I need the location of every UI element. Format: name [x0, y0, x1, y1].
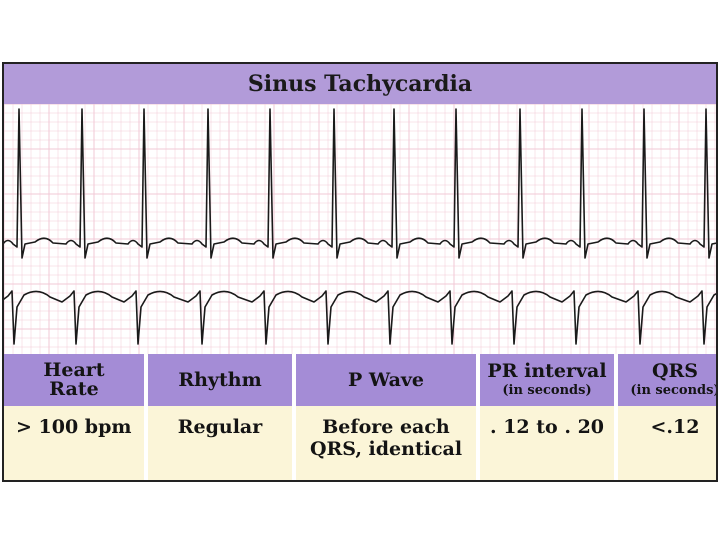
ecg-card: Sinus Tachycardia Heart Rate Rhythm P Wa… [2, 62, 718, 482]
diagram-title: Sinus Tachycardia [247, 71, 473, 97]
value-rhythm: Regular [148, 406, 292, 480]
header-p-wave-label: P Wave [347, 368, 425, 391]
header-rhythm-label: Rhythm [178, 368, 262, 391]
value-pr-interval: . 12 to . 20 [480, 406, 614, 480]
header-heart-rate-label: Heart Rate [43, 359, 105, 400]
value-qrs: <.12 [618, 406, 716, 480]
title-bar: Sinus Tachycardia [4, 64, 716, 104]
criteria-table: Heart Rate Rhythm P Wave PR interval (in… [4, 354, 716, 480]
ecg-grid [4, 104, 716, 354]
header-qrs-label: QRS [651, 360, 699, 382]
header-rhythm: Rhythm [148, 354, 292, 406]
value-p-wave: Before each QRS, identical [296, 406, 476, 480]
ecg-trace-lead-2 [4, 290, 716, 345]
header-pr-interval-label: PR interval [487, 360, 607, 382]
header-qrs: QRS (in seconds) [618, 354, 718, 406]
header-pr-interval-unit: (in seconds) [502, 383, 592, 398]
header-p-wave: P Wave [296, 354, 476, 406]
header-qrs-unit: (in seconds) [630, 383, 718, 398]
header-pr-interval: PR interval (in seconds) [480, 354, 614, 406]
ecg-strip [4, 104, 716, 354]
value-heart-rate: > 100 bpm [4, 406, 144, 480]
header-heart-rate: Heart Rate [4, 354, 144, 406]
ecg-trace-lead-1 [4, 108, 716, 259]
